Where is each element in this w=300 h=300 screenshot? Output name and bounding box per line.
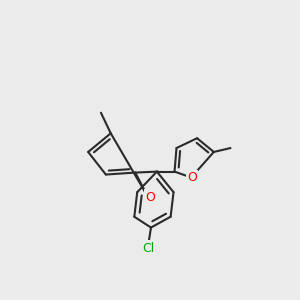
Text: O: O [187,171,197,184]
Text: O: O [145,190,155,204]
Text: Cl: Cl [142,242,154,255]
